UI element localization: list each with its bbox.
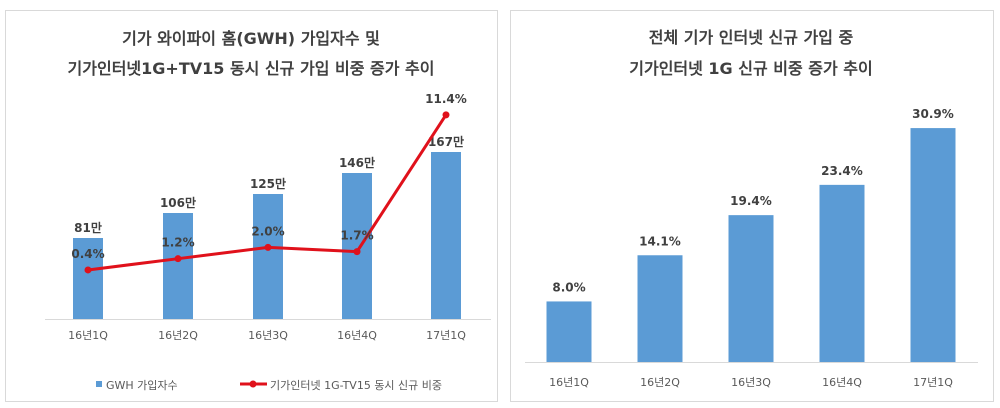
left-chart-title-line1: 기가 와이파이 홈(GWH) 가입자수 및	[122, 29, 380, 48]
line-data-label: 2.0%	[251, 224, 284, 238]
bar-1g-share	[546, 301, 592, 362]
x-tick-label: 16년4Q	[822, 376, 862, 389]
x-tick-label: 16년1Q	[549, 376, 589, 389]
x-tick-label: 17년1Q	[426, 329, 466, 342]
bar-data-label: 8.0%	[552, 280, 585, 294]
x-tick-label: 16년4Q	[337, 329, 377, 342]
legend-bar-swatch	[96, 381, 102, 387]
line-point	[174, 255, 182, 263]
bar-data-label: 30.9%	[912, 107, 954, 121]
bar-1g-share	[637, 255, 683, 362]
line-data-label: 11.4%	[425, 92, 467, 106]
legend-bar-label: GWH 가입자수	[106, 379, 178, 392]
x-tick-label: 16년2Q	[640, 376, 680, 389]
line-point	[442, 111, 450, 119]
bar-1g-share	[819, 184, 865, 362]
bar-gwh-subscribers	[431, 152, 461, 319]
bar-data-label: 14.1%	[639, 234, 681, 248]
bar-gwh-subscribers	[73, 238, 103, 319]
line-point	[353, 248, 361, 256]
left-chart-title-line2: 기가인터넷1G+TV15 동시 신규 가입 비중 증가 추이	[68, 59, 435, 78]
x-tick-label: 16년3Q	[731, 376, 771, 389]
x-tick-label: 16년3Q	[248, 329, 288, 342]
bar-1g-share	[910, 128, 956, 362]
bar-data-label: 167만	[428, 134, 464, 149]
bar-data-label: 19.4%	[730, 194, 772, 208]
line-data-label: 1.7%	[340, 229, 373, 243]
legend-line-marker	[249, 380, 257, 388]
bar-gwh-subscribers	[163, 213, 193, 319]
bar-data-label: 23.4%	[821, 164, 863, 178]
right-chart-title-line1: 전체 기가 인터넷 신규 가입 중	[649, 28, 854, 47]
line-data-label: 0.4%	[71, 247, 104, 261]
legend-line-label: 기가인터넷 1G-TV15 동시 신규 비중	[270, 379, 442, 392]
bar-1g-share	[728, 215, 774, 362]
x-tick-label: 16년1Q	[68, 329, 108, 342]
bar-data-label: 106만	[160, 195, 196, 210]
left-legend: GWH 가입자수 기가인터넷 1G-TV15 동시 신규 비중	[96, 379, 442, 392]
right-chart-title-line2: 기가인터넷 1G 신규 비중 증가 추이	[629, 59, 872, 78]
bar-data-label: 125만	[250, 176, 286, 191]
bar-gwh-subscribers	[342, 173, 372, 319]
line-data-label: 1.2%	[161, 236, 194, 250]
x-tick-label: 17년1Q	[913, 376, 953, 389]
bar-gwh-subscribers	[253, 194, 283, 319]
line-point	[264, 243, 272, 251]
bar-data-label: 81만	[74, 220, 102, 235]
x-tick-label: 16년2Q	[158, 329, 198, 342]
bar-data-label: 146만	[339, 155, 375, 170]
line-point	[84, 266, 92, 274]
left-chart-frame	[5, 10, 498, 402]
